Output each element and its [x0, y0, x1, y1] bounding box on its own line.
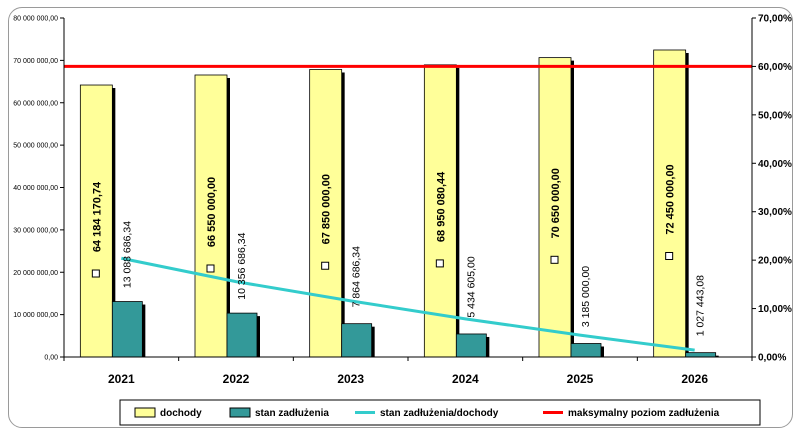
y2-tick-label: 70,00% — [758, 14, 792, 25]
data-label-marker — [91, 269, 100, 278]
legend-label-ratio: stan zadłużenia/dochody — [380, 408, 499, 419]
y2-tick-label: 60,00% — [758, 62, 792, 73]
y2-tick-label: 20,00% — [758, 256, 792, 267]
category-label: 2025 — [567, 372, 594, 386]
bar-stan-zadluzenia — [685, 352, 717, 358]
bar-stan-zadluzenia — [341, 323, 373, 358]
y-tick-label: 20 000 000,00 — [13, 270, 58, 277]
bar-dochody — [653, 49, 687, 358]
bar-stan-zadluzenia — [111, 301, 143, 358]
line-stan-zadluzenia-dochody — [121, 256, 695, 352]
y-tick-label: 60 000 000,00 — [13, 100, 58, 107]
y-tick-label: 70 000 000,00 — [13, 58, 58, 65]
data-label-stan-zadluzenia: 10 356 686,34 — [236, 232, 248, 299]
axes — [63, 18, 753, 361]
data-label-stan-zadluzenia: 3 185 000,00 — [580, 266, 592, 327]
category-label: 2022 — [223, 372, 250, 386]
bar-dochody — [309, 69, 343, 358]
legend-box — [119, 399, 761, 426]
y-tick-label: 80 000 000,00 — [13, 16, 58, 23]
bars — [79, 49, 719, 358]
data-label-marker — [435, 259, 444, 268]
y2-tick-label: 30,00% — [758, 207, 792, 218]
category-label: 2021 — [108, 372, 135, 386]
data-label-dochody: 68 950 080,44 — [435, 171, 447, 242]
category-label: 2024 — [452, 372, 479, 386]
data-label-stan-zadluzenia: 7 864 686,34 — [351, 246, 363, 307]
y-tick-label: 30 000 000,00 — [13, 227, 58, 234]
legend-swatch-dochody — [134, 407, 156, 418]
data-labels: 64 184 170,74 13 088 686,34 66 550 000,00 1… — [91, 164, 706, 336]
legend-label-max-level: maksymalny poziom zadłużenia — [568, 408, 720, 419]
legend-label-dochody: dochody — [160, 408, 202, 419]
y-tick-label: 50 000 000,00 — [13, 143, 58, 150]
y2-axis-ticks: 0,00% 10,00% 20,00% 30,00% 40,00% 50,00% 60,00… — [752, 14, 792, 364]
bar-dochody — [423, 64, 457, 358]
category-labels: 2021 2022 2023 2024 2025 2026 — [108, 372, 708, 386]
legend: dochody stan zadłużenia stan zadłużenia/… — [119, 399, 761, 426]
lines — [64, 64, 752, 352]
y-tick-label: 40 000 000,00 — [13, 185, 58, 192]
data-label-dochody: 72 450 000,00 — [665, 164, 677, 234]
data-label-dochody: 67 850 000,00 — [321, 174, 333, 244]
data-label-marker — [550, 255, 559, 264]
y-tick-label: 10 000 000,00 — [13, 312, 58, 319]
category-label: 2026 — [681, 372, 708, 386]
data-label-dochody: 66 550 000,00 — [206, 177, 218, 247]
legend-swatch-stan-zadluzenia — [229, 407, 251, 418]
bar-dochody — [538, 57, 572, 358]
legend-label-stan-zadluzenia: stan zadłużenia — [255, 408, 329, 419]
bar-dochody — [79, 84, 113, 358]
bar-stan-zadluzenia — [455, 333, 487, 358]
y-axis-ticks: 0,00 10 000 000,00 20 000 000,00 30 000 000… — [13, 16, 64, 362]
y2-tick-label: 10,00% — [758, 304, 792, 315]
y2-tick-label: 50,00% — [758, 110, 792, 121]
data-label-dochody: 70 650 000,00 — [550, 168, 562, 238]
data-label-stan-zadluzenia: 5 434 605,00 — [465, 256, 477, 317]
data-label-marker — [321, 261, 330, 270]
data-label-marker — [665, 251, 674, 260]
data-label-stan-zadluzenia: 1 027 443,08 — [695, 275, 707, 336]
y2-tick-label: 40,00% — [758, 159, 792, 170]
data-label-stan-zadluzenia: 13 088 686,34 — [121, 221, 133, 288]
category-label: 2023 — [337, 372, 364, 386]
y-tick-label: 0,00 — [44, 355, 58, 362]
y2-tick-label: 0,00% — [758, 353, 786, 364]
data-label-marker — [206, 264, 215, 273]
bar-stan-zadluzenia — [570, 343, 602, 358]
data-label-dochody: 64 184 170,74 — [91, 181, 103, 252]
bar-stan-zadluzenia — [226, 312, 258, 358]
